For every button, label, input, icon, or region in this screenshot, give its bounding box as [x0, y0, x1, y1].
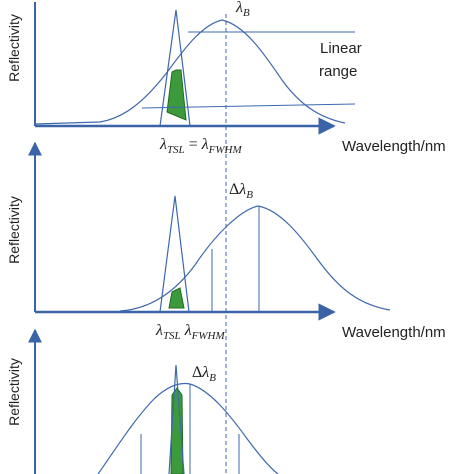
- panel-2-peak-label: ΔλB: [229, 181, 253, 201]
- panel-1-bragg-curve: [34, 19, 346, 125]
- panel-2-x-axis-label: Wavelength/nm: [342, 324, 446, 341]
- panel-3-bragg-curve: [97, 382, 279, 474]
- panel-1-green-overlap: [166, 69, 187, 121]
- panel-1-lower-range-line: [141, 103, 356, 109]
- panel-1-annotation-line-1: Linear: [320, 40, 362, 57]
- panel-2: Reflectivity ΔλB λTSL λFWHM Wavelength/n…: [6, 141, 446, 342]
- panel-3-green-overlap: [170, 387, 184, 474]
- panel-1-annotation-line-2: range: [319, 63, 357, 80]
- panel-3-peak-label: ΔλB: [192, 364, 216, 384]
- panel-1-y-axis-label: Reflectivity: [6, 14, 22, 82]
- panel-1-bottom-label: λTSL = λFWHM: [159, 136, 242, 156]
- panel-3: Reflectivity ΔλB: [6, 328, 279, 474]
- panel-3-y-axis-label: Reflectivity: [6, 358, 22, 426]
- panel-2-bragg-curve: [119, 205, 391, 312]
- panel-1-peak-label: λB: [235, 0, 250, 19]
- panel-1-x-axis-label: Wavelength/nm: [342, 138, 446, 155]
- panel-1-tsl-peak: [159, 9, 191, 127]
- panel-1: Reflectivity λB Linear range λTSL = λFWH…: [6, 0, 446, 474]
- panel-2-green-overlap: [168, 287, 185, 309]
- panel-2-tsl-peak: [159, 195, 190, 313]
- panel-3-tsl-peak: [168, 364, 185, 474]
- panel-2-y-axis-label: Reflectivity: [6, 196, 22, 264]
- panel-2-bottom-label: λTSL λFWHM: [155, 322, 225, 342]
